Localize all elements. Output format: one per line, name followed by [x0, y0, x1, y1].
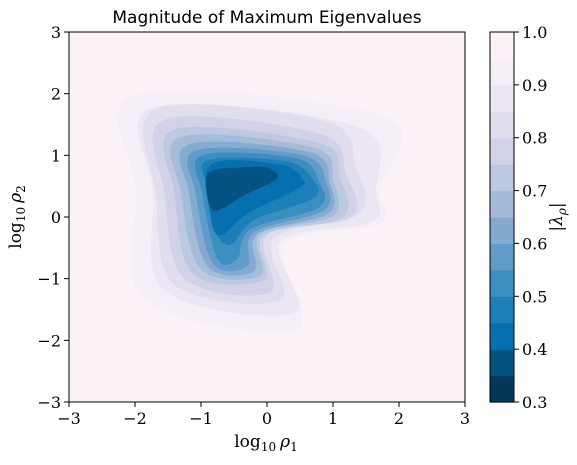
colorbar-tick-label: 0.8 — [522, 129, 547, 148]
colorbar-label: |λρ| — [547, 202, 569, 231]
y-tick-label: −3 — [37, 393, 61, 412]
x-tick-label: −3 — [57, 409, 81, 428]
x-tick-label: −2 — [123, 409, 147, 428]
colorbar-band — [490, 243, 514, 271]
y-axis-label-base: log — [6, 222, 26, 249]
x-axis-label-base-sub: 10 — [261, 440, 276, 454]
colorbar-band — [490, 32, 514, 60]
y-tick-label: 2 — [51, 85, 61, 104]
colorbar-label-var: λ — [547, 215, 567, 227]
y-tick-label: −1 — [37, 270, 61, 289]
x-tick-label: −1 — [189, 409, 213, 428]
contour-fills — [96, 65, 409, 348]
colorbar-label-var-sub: ρ — [555, 208, 569, 216]
chart-title: Magnitude of Maximum Eigenvalues — [112, 8, 421, 28]
x-tick-label: 0 — [262, 409, 272, 428]
x-axis-label-var: ρ — [279, 432, 290, 452]
y-tick-label: −2 — [37, 331, 61, 350]
y-axis-label-base-sub: 10 — [14, 207, 28, 222]
colorbar-ticks: 0.3 0.4 0.5 0.6 0.7 0.8 0.9 1.0 — [514, 23, 547, 412]
y-axis-label-var: ρ — [6, 193, 26, 204]
colorbar-tick-label: 0.5 — [522, 287, 547, 306]
colorbar-band — [490, 296, 514, 324]
x-axis-label: log10 ρ1 — [234, 432, 297, 454]
colorbar-band — [490, 84, 514, 112]
colorbar-tick-label: 0.4 — [522, 340, 547, 359]
x-tick-label: 2 — [394, 409, 404, 428]
contour-region-0.35 — [205, 166, 278, 211]
colorbar-tick-label: 1.0 — [522, 23, 547, 42]
colorbar-tick-label: 0.3 — [522, 393, 547, 412]
y-tick-label: 1 — [51, 146, 61, 165]
colorbar-tick-label: 0.9 — [522, 76, 547, 95]
x-axis-ticks: −3 −2 −1 0 1 2 3 — [57, 402, 470, 428]
colorbar-band — [490, 349, 514, 377]
colorbar-band — [490, 58, 514, 86]
y-axis-label-var-sub: 2 — [14, 185, 28, 193]
colorbar: 0.3 0.4 0.5 0.6 0.7 0.8 0.9 1.0 — [489, 23, 547, 412]
y-tick-label: 0 — [51, 208, 61, 227]
colorbar-band — [490, 375, 514, 403]
y-axis-label: log10 ρ2 — [6, 185, 28, 248]
x-axis-label-base: log — [234, 432, 261, 452]
plot-area — [68, 31, 466, 403]
colorbar-label-right: | — [547, 202, 567, 208]
colorbar-band — [490, 137, 514, 165]
colorbar-band — [490, 190, 514, 218]
colorbar-band — [490, 217, 514, 245]
colorbar-frame — [489, 31, 515, 403]
x-tick-label: 1 — [328, 409, 338, 428]
x-tick-label: 3 — [460, 409, 470, 428]
colorbar-bands — [490, 32, 514, 403]
x-axis-label-var-sub: 1 — [290, 440, 298, 454]
colorbar-tick-label: 0.7 — [522, 182, 547, 201]
colorbar-band — [490, 111, 514, 139]
colorbar-band — [490, 164, 514, 192]
y-tick-label: 3 — [51, 23, 61, 42]
colorbar-tick-label: 0.6 — [522, 234, 547, 253]
y-axis-ticks: −3 −2 −1 0 1 2 3 — [37, 23, 69, 412]
colorbar-band — [490, 269, 514, 297]
colorbar-band — [490, 322, 514, 350]
colorbar-label-left: | — [547, 226, 567, 232]
